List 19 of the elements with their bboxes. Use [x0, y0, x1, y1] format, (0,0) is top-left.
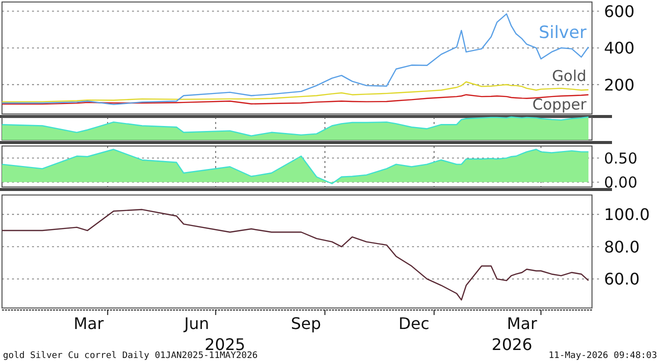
x-tick-label: Mar: [74, 314, 104, 333]
series-label: Copper: [532, 96, 588, 114]
y-tick-label: 0.00: [604, 174, 638, 192]
y-tick-label: 600: [604, 2, 635, 21]
x-tick-label: Jun: [183, 314, 210, 333]
text: 11-May-2026 09:48:03: [548, 351, 657, 361]
y-tick-label: 100.0: [604, 205, 650, 224]
y-tick-label: 60.0: [604, 270, 640, 289]
x-tick-label: Mar: [506, 314, 538, 333]
x-tick-label: Sep: [290, 314, 321, 333]
series-label: Gold: [552, 66, 586, 85]
y-tick-label: 80.0: [604, 237, 640, 256]
series-label: Silver: [538, 22, 586, 43]
y-tick-label: 400: [604, 38, 635, 58]
x-tick-label: Dec: [398, 314, 430, 333]
y-tick-label: 200: [604, 75, 635, 94]
line-series: [1, 208, 590, 301]
y-tick-label: 0.50: [604, 149, 638, 168]
text: 2026: [492, 335, 532, 354]
